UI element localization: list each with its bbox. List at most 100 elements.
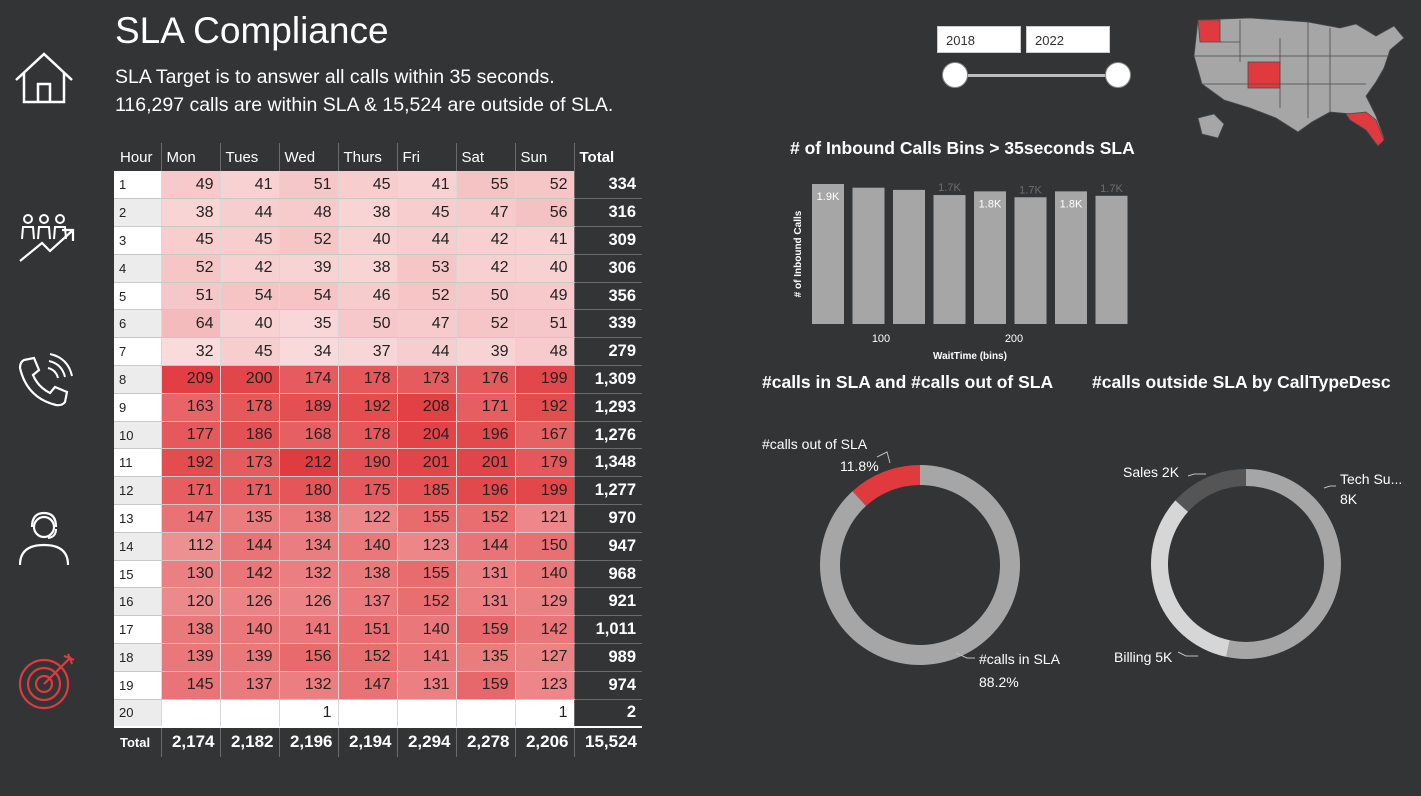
matrix-cell[interactable]: 46	[337, 282, 397, 311]
matrix-cell[interactable]: 196	[455, 421, 515, 450]
matrix-cell[interactable]: 152	[337, 643, 397, 672]
column-header[interactable]: Sat	[455, 143, 515, 171]
matrix-cell[interactable]: 121	[514, 504, 574, 533]
matrix-cell[interactable]: 152	[455, 504, 515, 533]
nav-people[interactable]	[12, 205, 76, 269]
matrix-cell[interactable]: 168	[278, 421, 338, 450]
matrix-row[interactable]: 2 38 44 48 38 45 47 56 316	[114, 198, 642, 228]
date-end-input[interactable]: 2022	[1026, 26, 1110, 53]
matrix-cell[interactable]: 41	[219, 171, 279, 200]
matrix-cell[interactable]: 196	[455, 476, 515, 506]
matrix-cell[interactable]: 199	[514, 365, 574, 394]
matrix-cell[interactable]: 177	[160, 421, 220, 450]
matrix-row[interactable]: 19 145 137 132 147 131 159 123 974	[114, 671, 642, 700]
matrix-cell[interactable]: 131	[455, 560, 515, 589]
matrix-cell[interactable]: 138	[278, 504, 338, 533]
matrix-cell[interactable]: 147	[337, 671, 397, 700]
matrix-cell[interactable]: 135	[455, 643, 515, 672]
matrix-cell[interactable]: 144	[455, 532, 515, 561]
bar[interactable]	[933, 195, 966, 324]
matrix-row[interactable]: 6 64 40 35 50 47 52 51 339	[114, 309, 642, 339]
matrix-cell[interactable]: 1	[278, 699, 338, 728]
matrix-row[interactable]: 12 171 171 180 175 185 196 199 1,277	[114, 476, 642, 506]
bar[interactable]	[852, 187, 885, 324]
matrix-cell[interactable]: 45	[396, 198, 456, 228]
matrix-row[interactable]: 3 45 45 52 40 44 42 41 309	[114, 226, 642, 255]
matrix-cell[interactable]: 42	[455, 226, 515, 255]
matrix-cell[interactable]: 52	[278, 226, 338, 255]
matrix-cell[interactable]: 179	[514, 448, 574, 478]
nav-sla-target[interactable]	[14, 650, 78, 714]
bar[interactable]	[1014, 197, 1047, 324]
matrix-cell[interactable]: 138	[160, 615, 220, 645]
bar[interactable]	[893, 189, 925, 324]
donut-slice[interactable]	[1226, 469, 1341, 659]
map-state-florida[interactable]	[1345, 111, 1385, 147]
matrix-cell[interactable]: 192	[337, 393, 397, 422]
matrix-cell[interactable]: 48	[514, 337, 574, 367]
matrix-cell[interactable]: 142	[514, 615, 574, 645]
matrix-cell[interactable]: 40	[219, 309, 279, 339]
matrix-cell[interactable]: 209	[160, 365, 220, 394]
date-start-input[interactable]: 2018	[937, 26, 1021, 53]
matrix-cell[interactable]: 212	[278, 448, 338, 478]
matrix-cell[interactable]: 51	[278, 171, 338, 200]
matrix-cell[interactable]: 42	[219, 254, 279, 283]
matrix-cell[interactable]: 178	[337, 365, 397, 394]
matrix-cell[interactable]: 64	[160, 309, 220, 339]
map-state-washington[interactable]	[1197, 19, 1221, 43]
matrix-cell[interactable]: 52	[514, 171, 574, 200]
matrix-cell[interactable]: 132	[278, 671, 338, 700]
column-header[interactable]: Mon	[160, 143, 220, 171]
matrix-cell[interactable]: 199	[514, 476, 574, 506]
matrix-cell[interactable]: 190	[337, 448, 397, 478]
matrix-cell[interactable]: 54	[219, 282, 279, 311]
column-header[interactable]: Fri	[396, 143, 456, 171]
column-header[interactable]: Hour	[114, 143, 161, 171]
matrix-cell[interactable]: 171	[219, 476, 279, 506]
matrix-row[interactable]: 17 138 140 141 151 140 159 142 1,011	[114, 615, 642, 645]
matrix-row[interactable]: 8 209 200 174 178 173 176 199 1,309	[114, 365, 642, 394]
matrix-row[interactable]: 20 1 1 2	[114, 699, 642, 728]
matrix-cell[interactable]	[337, 699, 397, 728]
matrix-cell[interactable]: 54	[278, 282, 338, 311]
matrix-cell[interactable]: 126	[278, 587, 338, 617]
matrix-cell[interactable]: 140	[514, 560, 574, 589]
date-slider-end-handle[interactable]	[1105, 62, 1131, 88]
bar[interactable]	[812, 184, 844, 324]
matrix-cell[interactable]: 47	[455, 198, 515, 228]
donut-slice[interactable]	[1175, 469, 1246, 512]
matrix-row[interactable]: 4 52 42 39 38 53 42 40 306	[114, 254, 642, 283]
matrix-row[interactable]: 10 177 186 168 178 204 196 167 1,276	[114, 421, 642, 450]
matrix-cell[interactable]: 35	[278, 309, 338, 339]
matrix-cell[interactable]: 39	[455, 337, 515, 367]
matrix-cell[interactable]: 44	[396, 226, 456, 255]
matrix-cell[interactable]: 32	[160, 337, 220, 367]
column-header[interactable]: Total	[573, 143, 642, 171]
map-state-alaska[interactable]	[1197, 113, 1225, 139]
matrix-row[interactable]: 7 32 45 34 37 44 39 48 279	[114, 337, 642, 367]
matrix-cell[interactable]: 50	[337, 309, 397, 339]
matrix-cell[interactable]: 145	[160, 671, 220, 700]
date-range-slider-track[interactable]	[955, 74, 1118, 77]
matrix-cell[interactable]: 41	[396, 171, 456, 200]
matrix-cell[interactable]: 173	[396, 365, 456, 394]
matrix-cell[interactable]: 139	[160, 643, 220, 672]
column-header[interactable]: Tues	[219, 143, 279, 171]
matrix-cell[interactable]: 185	[396, 476, 456, 506]
matrix-cell[interactable]	[455, 699, 515, 728]
column-header[interactable]: Thurs	[337, 143, 397, 171]
us-states-map[interactable]	[1180, 8, 1412, 154]
matrix-cell[interactable]: 171	[455, 393, 515, 422]
matrix-cell[interactable]: 38	[337, 254, 397, 283]
matrix-cell[interactable]: 159	[455, 671, 515, 700]
matrix-row[interactable]: 9 163 178 189 192 208 171 192 1,293	[114, 393, 642, 422]
matrix-cell[interactable]: 130	[160, 560, 220, 589]
matrix-cell[interactable]: 163	[160, 393, 220, 422]
matrix-cell[interactable]: 175	[337, 476, 397, 506]
bar[interactable]	[1095, 195, 1128, 324]
matrix-cell[interactable]: 200	[219, 365, 279, 394]
matrix-cell[interactable]: 150	[514, 532, 574, 561]
nav-agents[interactable]	[12, 505, 76, 569]
date-slider-start-handle[interactable]	[942, 62, 968, 88]
